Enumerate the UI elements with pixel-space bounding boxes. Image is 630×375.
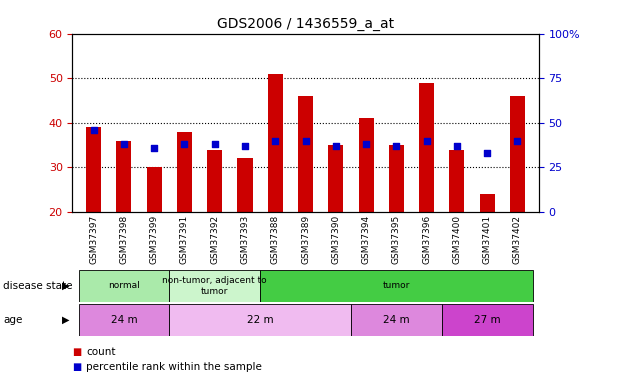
Point <box>119 141 129 147</box>
Bar <box>298 96 313 212</box>
Point <box>270 138 280 144</box>
Bar <box>238 158 253 212</box>
Bar <box>117 141 132 212</box>
Point <box>421 138 432 144</box>
Point <box>149 145 159 151</box>
Bar <box>351 304 442 336</box>
Point <box>331 143 341 149</box>
Bar <box>260 270 532 302</box>
Text: percentile rank within the sample: percentile rank within the sample <box>86 362 262 372</box>
Bar <box>442 304 532 336</box>
Point <box>452 143 462 149</box>
Text: ▶: ▶ <box>62 315 70 325</box>
Text: count: count <box>86 347 116 357</box>
Text: disease state: disease state <box>3 281 72 291</box>
Bar <box>79 270 169 302</box>
Point <box>361 141 371 147</box>
Point <box>89 127 99 133</box>
Bar <box>207 150 222 212</box>
Text: age: age <box>3 315 23 325</box>
Text: 22 m: 22 m <box>247 315 273 325</box>
Bar <box>169 304 351 336</box>
Point <box>240 143 250 149</box>
Bar <box>86 127 101 212</box>
Bar <box>147 167 162 212</box>
Text: ■: ■ <box>72 347 82 357</box>
Bar <box>479 194 495 212</box>
Bar <box>79 304 169 336</box>
Bar <box>268 74 283 212</box>
Bar <box>177 132 192 212</box>
Bar <box>358 118 374 212</box>
Bar <box>419 83 434 212</box>
Bar <box>328 145 343 212</box>
Bar <box>449 150 464 212</box>
Text: 24 m: 24 m <box>111 315 137 325</box>
Text: 24 m: 24 m <box>383 315 410 325</box>
Point <box>180 141 190 147</box>
Bar <box>389 145 404 212</box>
Text: non-tumor, adjacent to
tumor: non-tumor, adjacent to tumor <box>163 276 267 296</box>
Point <box>482 150 492 156</box>
Point <box>391 143 401 149</box>
Text: ■: ■ <box>72 362 82 372</box>
Point <box>301 138 311 144</box>
Point <box>210 141 220 147</box>
Bar <box>510 96 525 212</box>
Point <box>512 138 522 144</box>
Text: ▶: ▶ <box>62 281 70 291</box>
Text: normal: normal <box>108 281 140 290</box>
Text: 27 m: 27 m <box>474 315 500 325</box>
Text: tumor: tumor <box>382 281 410 290</box>
Bar <box>169 270 260 302</box>
Text: GDS2006 / 1436559_a_at: GDS2006 / 1436559_a_at <box>217 17 394 31</box>
